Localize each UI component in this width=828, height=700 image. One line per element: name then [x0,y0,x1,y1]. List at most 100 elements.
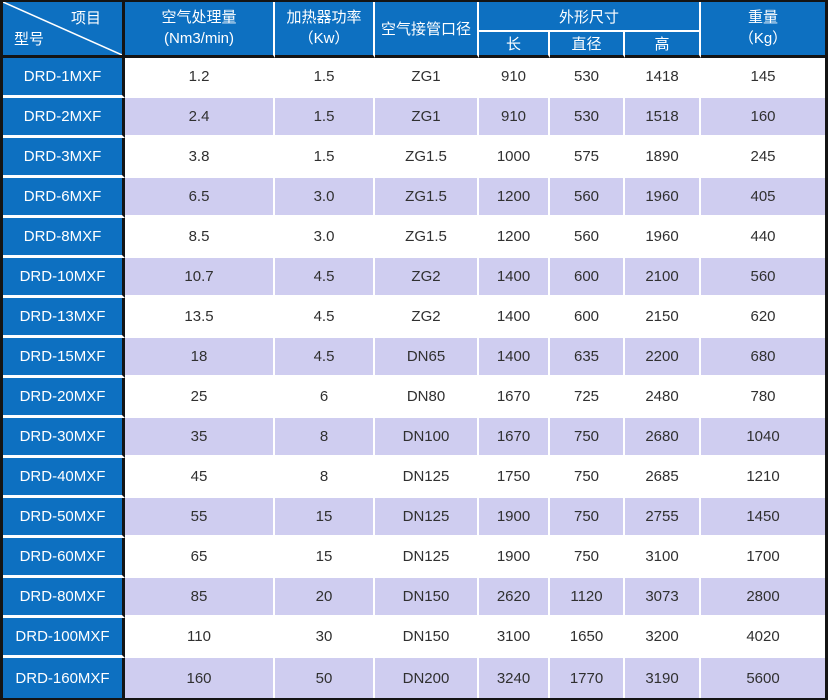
heater-cell: 8 [275,418,375,458]
length-cell: 1670 [479,418,550,458]
weight-cell: 245 [701,138,825,178]
table-row: DRD-80MXF 85 20 DN150 2620 1120 3073 2800 [3,578,825,618]
table-row: DRD-20MXF 25 6 DN80 1670 725 2480 780 [3,378,825,418]
table-row: DRD-8MXF 8.5 3.0 ZG1.5 1200 560 1960 440 [3,218,825,258]
weight-cell: 4020 [701,618,825,658]
diameter-cell: 530 [550,58,625,98]
height-cell: 2480 [625,378,701,418]
dimensions-group-header: 外形尺寸 [479,2,701,32]
pipe-cell: DN125 [375,458,479,498]
capacity-cell: 13.5 [125,298,275,338]
capacity-header: 空气处理量 (Nm3/min) [125,2,275,58]
length-cell: 1400 [479,258,550,298]
model-cell: DRD-160MXF [3,658,125,698]
heater-cell: 1.5 [275,58,375,98]
model-cell: DRD-30MXF [3,418,125,458]
model-cell: DRD-10MXF [3,258,125,298]
weight-header-title: 重量 [747,9,778,27]
capacity-header-title: 空气处理量 [161,9,237,27]
table-row: DRD-6MXF 6.5 3.0 ZG1.5 1200 560 1960 405 [3,178,825,218]
diameter-cell: 560 [550,218,625,258]
length-cell: 1900 [479,538,550,578]
length-cell: 1200 [479,178,550,218]
table-row: DRD-50MXF 55 15 DN125 1900 750 2755 1450 [3,498,825,538]
heater-cell: 30 [275,618,375,658]
weight-cell: 5600 [701,658,825,698]
capacity-cell: 8.5 [125,218,275,258]
capacity-header-unit: (Nm3/min) [164,29,234,47]
weight-cell: 440 [701,218,825,258]
table-row: DRD-15MXF 18 4.5 DN65 1400 635 2200 680 [3,338,825,378]
weight-cell: 1210 [701,458,825,498]
table-row: DRD-160MXF 160 50 DN200 3240 1770 3190 5600 [3,658,825,698]
capacity-cell: 160 [125,658,275,698]
model-cell: DRD-20MXF [3,378,125,418]
capacity-cell: 1.2 [125,58,275,98]
height-cell: 1890 [625,138,701,178]
table-row: DRD-100MXF 110 30 DN150 3100 1650 3200 4020 [3,618,825,658]
diameter-cell: 530 [550,98,625,138]
weight-cell: 1040 [701,418,825,458]
pipe-cell: DN80 [375,378,479,418]
weight-cell: 2800 [701,578,825,618]
table-row: DRD-3MXF 3.8 1.5 ZG1.5 1000 575 1890 245 [3,138,825,178]
model-cell: DRD-8MXF [3,218,125,258]
height-cell: 3190 [625,658,701,698]
dim-height-header: 高 [625,32,701,58]
height-cell: 2100 [625,258,701,298]
height-cell: 2685 [625,458,701,498]
heater-power-header: 加热器功率 （Kw） [275,2,375,58]
heater-power-header-title: 加热器功率 [286,9,362,27]
diameter-cell: 750 [550,538,625,578]
pipe-diameter-header: 空气接管口径 [375,2,479,58]
heater-cell: 3.0 [275,218,375,258]
length-cell: 3240 [479,658,550,698]
table-row: DRD-2MXF 2.4 1.5 ZG1 910 530 1518 160 [3,98,825,138]
length-cell: 910 [479,58,550,98]
height-cell: 1960 [625,218,701,258]
weight-cell: 780 [701,378,825,418]
diameter-cell: 1770 [550,658,625,698]
corner-header-cell: 项目 型号 [3,2,125,58]
capacity-cell: 3.8 [125,138,275,178]
length-cell: 1000 [479,138,550,178]
weight-header-unit: （Kg） [738,29,788,47]
length-cell: 1400 [479,298,550,338]
capacity-cell: 25 [125,378,275,418]
pipe-cell: DN125 [375,538,479,578]
diameter-cell: 750 [550,458,625,498]
capacity-cell: 85 [125,578,275,618]
length-cell: 910 [479,98,550,138]
table-header: 项目 型号 空气处理量 (Nm3/min) 加热器功率 （Kw） 空气接管口径 … [3,2,825,58]
heater-cell: 4.5 [275,258,375,298]
dim-diameter-header: 直径 [550,32,625,58]
diameter-cell: 725 [550,378,625,418]
model-cell: DRD-80MXF [3,578,125,618]
pipe-cell: DN150 [375,618,479,658]
length-cell: 1670 [479,378,550,418]
weight-cell: 160 [701,98,825,138]
capacity-cell: 10.7 [125,258,275,298]
diameter-cell: 600 [550,258,625,298]
capacity-cell: 18 [125,338,275,378]
capacity-cell: 110 [125,618,275,658]
heater-cell: 50 [275,658,375,698]
pipe-cell: DN150 [375,578,479,618]
table-row: DRD-40MXF 45 8 DN125 1750 750 2685 1210 [3,458,825,498]
length-cell: 1200 [479,218,550,258]
height-cell: 2200 [625,338,701,378]
capacity-cell: 35 [125,418,275,458]
pipe-cell: ZG2 [375,298,479,338]
pipe-cell: ZG1 [375,98,479,138]
model-cell: DRD-6MXF [3,178,125,218]
corner-label-model: 型号 [14,31,45,48]
model-cell: DRD-2MXF [3,98,125,138]
model-cell: DRD-100MXF [3,618,125,658]
heater-cell: 1.5 [275,138,375,178]
height-cell: 3073 [625,578,701,618]
weight-cell: 1700 [701,538,825,578]
length-cell: 2620 [479,578,550,618]
height-cell: 1418 [625,58,701,98]
weight-cell: 145 [701,58,825,98]
